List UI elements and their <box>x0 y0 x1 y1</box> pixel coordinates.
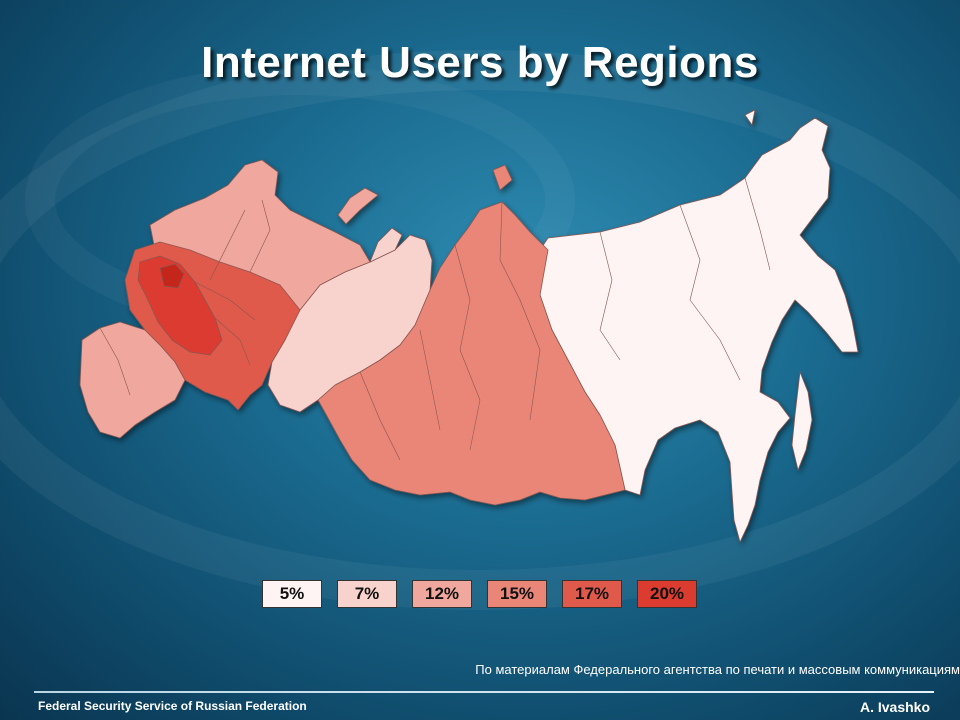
region-novaya-zemlya <box>337 187 379 225</box>
footer-organization: Federal Security Service of Russian Fede… <box>38 699 307 713</box>
region-sakhalin <box>791 371 813 471</box>
legend: 5% 7% 12% 15% 17% 20% <box>262 580 697 610</box>
legend-item-15: 15% <box>487 580 547 608</box>
region-severnaya-zemlya <box>492 164 513 191</box>
legend-item-7: 7% <box>337 580 397 608</box>
region-central <box>137 255 223 356</box>
region-moscow <box>159 263 185 289</box>
legend-item-12: 12% <box>412 580 472 608</box>
footer-author: A. Ivashko <box>859 699 930 715</box>
region-far-east <box>539 117 859 543</box>
source-note: По материалам Федерального агентства по … <box>475 662 960 677</box>
legend-item-20: 20% <box>637 580 697 608</box>
region-chukotka-islands <box>744 109 756 126</box>
legend-item-5: 5% <box>262 580 322 608</box>
region-south <box>79 321 186 439</box>
page-title: Internet Users by Regions <box>201 38 759 87</box>
region-yamal <box>369 227 403 263</box>
legend-item-17: 17% <box>562 580 622 608</box>
footer-divider <box>34 691 934 693</box>
